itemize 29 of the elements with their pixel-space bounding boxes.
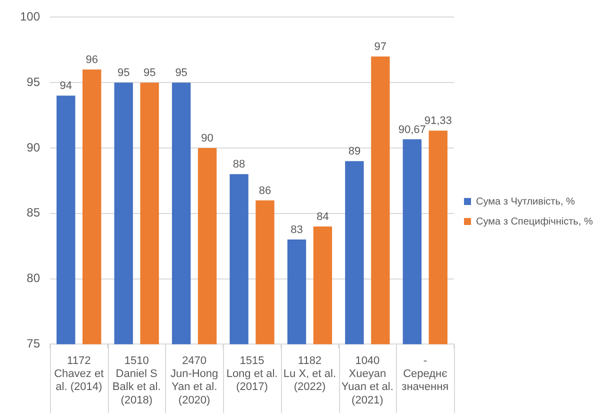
y-tick-label: 80 — [26, 271, 40, 286]
data-label: 84 — [316, 211, 329, 224]
x-tick-label: 2470 Jun-Hong Yan et al. (2020) — [170, 354, 218, 406]
x-tick-label: 1040 Xueyan Yuan et al. (2021) — [341, 354, 394, 406]
data-label: 90,67 — [398, 124, 426, 136]
y-tick-label: 90 — [26, 140, 40, 154]
data-label: 88 — [232, 158, 246, 171]
data-label: 89 — [348, 146, 361, 158]
x-tick-label: 1515 Long et al. (2017) — [226, 354, 278, 394]
data-label: 83 — [290, 224, 303, 236]
data-label: 86 — [258, 184, 272, 197]
x-tick-label: 1510 Daniel S Balk et al. (2018) — [112, 354, 161, 406]
data-label: 95 — [117, 67, 130, 80]
x-tick-label: 1182 Lu X, et al. (2022) — [283, 354, 336, 394]
y-tick-label: 100 — [20, 10, 40, 24]
data-label: 90 — [201, 132, 214, 145]
legend-label: Сума з Чутливість, % — [476, 196, 576, 208]
data-label: 91,33 — [424, 115, 452, 128]
data-label: 95 — [143, 67, 156, 80]
y-tick-label: 95 — [26, 74, 40, 89]
y-tick-label: 75 — [26, 336, 40, 351]
legend-label: Сума з Специфічність, % — [476, 216, 593, 228]
y-tick-label: 85 — [26, 206, 40, 220]
data-label: 95 — [175, 67, 188, 80]
data-label: 96 — [86, 54, 98, 66]
data-label: 94 — [60, 80, 72, 92]
data-label: 97 — [374, 40, 387, 53]
x-tick-label: 1172 Chavez et al. (2014) — [54, 354, 104, 394]
x-tick-label: - Середнє значення — [402, 354, 449, 394]
